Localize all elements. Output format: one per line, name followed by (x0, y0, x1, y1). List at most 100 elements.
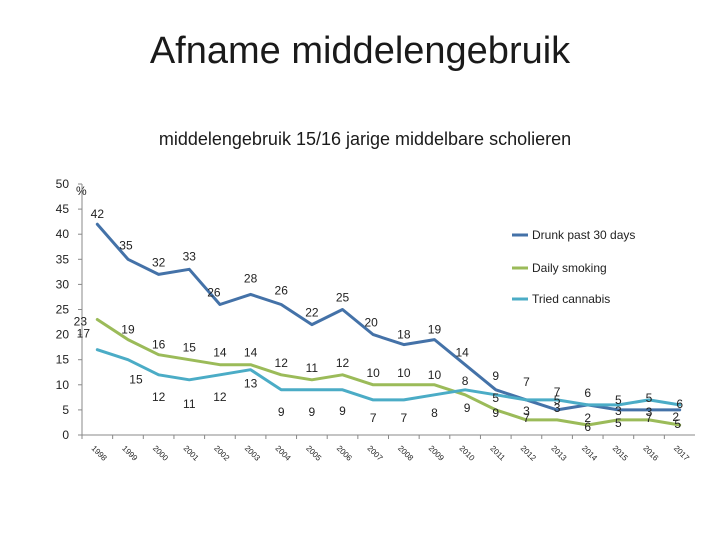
data-label-smoking: 2 (672, 410, 679, 424)
data-label-cannabis: 9 (309, 405, 316, 419)
data-label-smoking: 12 (336, 356, 350, 370)
data-label-smoking: 23 (74, 315, 88, 329)
x-tick-label: 2004 (274, 444, 293, 463)
x-tick-label: 2008 (396, 444, 415, 463)
data-label-drunk: 26 (275, 283, 289, 297)
data-label-drunk: 7 (523, 375, 530, 389)
legend-label-drunk: Drunk past 30 days (532, 228, 635, 242)
data-label-cannabis: 9 (464, 401, 471, 415)
data-label-cannabis: 9 (278, 405, 285, 419)
y-tick-label: 20 (56, 328, 70, 342)
data-label-smoking: 8 (462, 374, 469, 388)
y-tick-label: 10 (56, 378, 70, 392)
legend: Drunk past 30 days Daily smoking Tried can… (512, 228, 635, 306)
data-label-cannabis: 8 (431, 406, 438, 420)
data-label-smoking: 10 (366, 366, 380, 380)
x-tick-label: 2014 (580, 444, 599, 463)
y-tick-label: 0 (62, 428, 69, 442)
data-label-cannabis: 17 (77, 327, 91, 341)
data-label-cannabis: 6 (584, 420, 591, 434)
y-tick-label: 40 (56, 227, 70, 241)
legend-label-cannabis: Tried cannabis (532, 292, 610, 306)
data-label-drunk: 22 (305, 306, 319, 320)
data-label-cannabis: 5 (615, 416, 622, 430)
y-tick-label: 15 (56, 353, 70, 367)
data-label-cannabis: 7 (523, 411, 530, 425)
data-label-drunk: 25 (336, 291, 350, 305)
data-label-smoking: 3 (646, 405, 653, 419)
data-label-smoking: 14 (244, 346, 258, 360)
x-tick-label: 2010 (457, 444, 476, 463)
x-tick-label: 1998 (90, 444, 109, 463)
data-label-drunk: 26 (207, 285, 221, 299)
series-line-drunk (95, 222, 682, 412)
x-tick-label: 2000 (151, 444, 170, 463)
data-label-smoking: 10 (428, 368, 442, 382)
x-tick-label: 2015 (611, 444, 630, 463)
series-layer (95, 222, 682, 427)
data-label-cannabis: 7 (400, 411, 407, 425)
data-label-drunk: 28 (244, 271, 258, 285)
data-label-smoking: 3 (615, 404, 622, 418)
data-label-smoking: 11 (306, 361, 319, 375)
y-tick-label: 30 (56, 277, 70, 291)
data-label-cannabis: 7 (370, 411, 377, 425)
y-tick-label: 35 (56, 252, 70, 266)
data-label-cannabis: 7 (646, 411, 653, 425)
x-tick-label: 2016 (641, 444, 660, 463)
x-tick-label: 2005 (304, 444, 323, 463)
x-tick-label: 1999 (120, 444, 139, 463)
data-label-drunk: 20 (364, 316, 378, 330)
data-label-smoking: 15 (183, 341, 197, 355)
data-label-drunk: 19 (428, 323, 442, 337)
x-tick-label: 2002 (212, 444, 231, 463)
series-line-cannabis (95, 348, 682, 407)
data-label-drunk: 18 (397, 328, 411, 342)
data-label-smoking: 3 (554, 401, 561, 415)
y-tick-label: 25 (56, 303, 70, 317)
slide-title: Afname middelengebruik (149, 30, 571, 72)
data-label-cannabis: 7 (554, 385, 561, 399)
data-label-cannabis: 15 (129, 373, 143, 387)
x-tick-label: 2011 (488, 444, 507, 463)
data-label-drunk: 5 (615, 393, 622, 407)
data-label-smoking: 10 (397, 366, 411, 380)
data-label-cannabis: 12 (152, 390, 166, 404)
data-label-drunk: 14 (455, 346, 469, 360)
data-label-drunk: 42 (91, 207, 105, 221)
series-line-smoking (95, 318, 682, 427)
data-label-smoking: 16 (152, 338, 166, 352)
y-tick-label: 5 (62, 403, 69, 417)
data-label-drunk: 33 (183, 249, 197, 263)
data-label-drunk: 32 (152, 255, 166, 269)
data-label-smoking: 12 (275, 356, 289, 370)
data-label-smoking: 5 (492, 391, 499, 405)
x-tick-label: 2001 (182, 444, 201, 463)
data-label-smoking: 19 (121, 323, 135, 337)
data-label-cannabis: 5 (674, 417, 681, 431)
chart-title: middelengebruik 15/16 jarige middelbare … (159, 129, 571, 149)
data-label-drunk: 6 (584, 386, 591, 400)
x-tick-label: 2007 (365, 444, 384, 463)
data-label-drunk: 35 (119, 238, 133, 252)
x-tick-label: 2013 (549, 444, 568, 463)
x-tick-label: 2003 (243, 444, 262, 463)
data-label-drunk: 9 (492, 369, 499, 383)
data-label-smoking: 2 (584, 411, 591, 425)
data-label-drunk: 6 (676, 397, 683, 411)
data-label-cannabis: 12 (213, 390, 227, 404)
x-tick-label: 2009 (427, 444, 446, 463)
x-tick-label: 2012 (519, 444, 538, 463)
x-tick-label: 2006 (335, 444, 354, 463)
x-tick-label: 2017 (672, 444, 691, 463)
y-tick-label: 50 (56, 177, 70, 191)
data-label-drunk: 5 (646, 391, 653, 405)
data-label-cannabis: 13 (244, 377, 258, 391)
data-label-cannabis: 9 (339, 404, 346, 418)
data-label-drunk: 5 (554, 393, 561, 407)
y-tick-label: 45 (56, 202, 70, 216)
data-label-cannabis: 9 (492, 406, 499, 420)
data-label-cannabis: 11 (183, 397, 196, 411)
